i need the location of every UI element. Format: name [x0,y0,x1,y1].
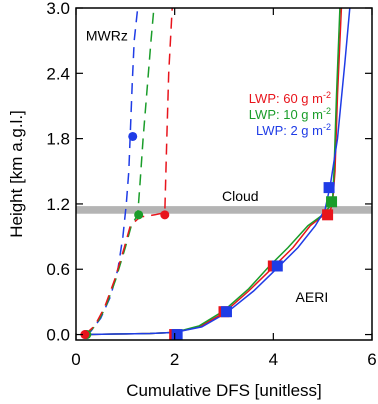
y-tick-label: 2.4 [46,64,70,83]
y-axis-label: Height [km a.g.l.] [7,110,26,238]
aeri-line-lwp-10 [80,8,341,336]
mwrz-marker-lwp-10 [134,210,144,220]
legend-entry-lwp-10: LWP: 10 g m-2 [249,106,331,122]
aeri-marker-lwp-2 [171,329,183,340]
x-tick-label: 4 [269,350,278,369]
legend-entry-lwp-60: LWP: 60 g m-2 [249,90,331,106]
y-tick-label: 0.6 [46,260,70,279]
annotation-aeri: AERI [296,289,329,305]
axis-ticks: 0 2 4 6 0.0 0.6 1.2 1.8 2.4 3.0 [46,0,376,369]
series-layer [80,8,351,336]
annotation-mwrz: MWRz [86,28,128,44]
aeri-marker-lwp-2 [220,306,232,318]
plot-area [76,8,372,340]
legend: LWP: 60 g m-2 LWP: 10 g m-2 LWP: 2 g m-2 [249,90,331,138]
mwrz-line-lwp-10 [85,8,155,336]
mwrz-line-lwp-60 [84,8,173,336]
aeri-marker-lwp-10 [326,196,338,208]
mwrz-marker-lwp-60 [160,210,170,220]
mwrz-line-lwp-2 [83,8,139,336]
aeri-line-lwp-60 [80,8,343,336]
aeri-marker-lwp-60 [322,209,334,221]
plot-frame [75,7,373,341]
y-tick-label: 3.0 [46,0,70,18]
x-axis-label: Cumulative DFS [unitless] [126,381,322,400]
x-tick-label: 0 [71,350,80,369]
cloud-label: Cloud [222,188,259,204]
cloud-band [76,206,372,214]
aeri-line-lwp-2 [80,8,351,336]
y-tick-label: 1.2 [46,195,70,214]
aeri-marker-lwp-2 [271,260,283,272]
aeri-marker-lwp-2 [323,182,335,194]
mwrz-marker-lwp-2 [128,131,138,141]
x-tick-label: 6 [367,350,376,369]
y-tick-label: 0.0 [46,326,70,345]
mwrz-marker-lwp-60 [80,330,90,340]
y-tick-label: 1.8 [46,130,70,149]
x-tick-label: 2 [170,350,179,369]
marker-layer [80,131,338,340]
legend-entry-lwp-2: LWP: 2 g m-2 [256,122,331,138]
